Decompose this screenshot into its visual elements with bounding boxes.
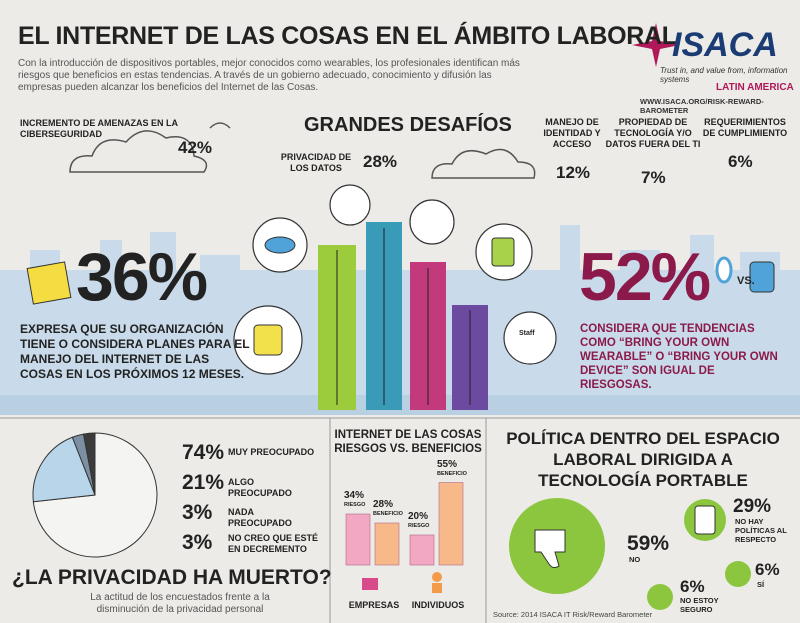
- bar-series-name: BENEFICIO: [373, 511, 403, 517]
- bar: [374, 522, 400, 566]
- byod-value: 52%: [579, 239, 711, 315]
- policy-label: NO: [629, 555, 641, 564]
- bar-series-name: BENEFICIO: [437, 470, 467, 477]
- phone-icon: [749, 261, 775, 293]
- privacy-title: ¿LA PRIVACIDAD HA MUERTO?: [12, 566, 332, 589]
- pie-category: NADA PREOCUPADO: [228, 507, 292, 528]
- challenge-label: REQUERIMIENTOS DE CUMPLIMIENTO: [702, 117, 788, 138]
- logo-star: [632, 23, 680, 67]
- pie-category: MUY PREOCUPADO: [228, 447, 315, 457]
- challenge-label: INCREMENTO DE AMENAZAS EN LA CIBERSEGURI…: [20, 118, 178, 139]
- source: Source: 2014 ISACA IT Risk/Reward Barome…: [493, 610, 653, 619]
- pie-value: 74%: [182, 441, 225, 464]
- person-icon: [432, 583, 442, 593]
- bar-value: 55%: [437, 458, 458, 470]
- policy-label: NO HAY POLÍTICAS AL RESPECTO: [735, 517, 787, 544]
- bar: [345, 513, 371, 566]
- clouds: [69, 122, 536, 179]
- policy-value: 59%: [627, 532, 670, 555]
- bar-title: INTERNET DE LAS COSAS RIESGOS VS. BENEFI…: [334, 429, 482, 455]
- policy-title: POLÍTICA DENTRO DEL ESPACIO LABORAL DIRI…: [506, 429, 780, 490]
- watch-x-icon: [694, 505, 716, 535]
- pie-value: 3%: [182, 501, 213, 524]
- note-icon: [26, 261, 72, 305]
- watch-icon: [253, 324, 283, 356]
- logo: ISACA: [672, 26, 778, 64]
- policy-label: NO ESTOY SEGURO: [680, 596, 719, 614]
- plans-text: EXPRESA QUE SU ORGANIZACIÓN TIENE O CONS…: [20, 322, 250, 381]
- policy-label: SÍ: [757, 580, 765, 589]
- tablet-icon: [491, 237, 515, 267]
- pie-value: 21%: [182, 471, 225, 494]
- badge: Staff: [519, 330, 535, 337]
- bar-series-name: RIESGO: [344, 502, 366, 508]
- challenge-value: 28%: [363, 152, 398, 171]
- challenge-label: PROPIEDAD DE TECNOLOGÍA Y/O DATOS FUERA …: [605, 117, 701, 149]
- plans-value: 36%: [76, 239, 208, 315]
- bar: [438, 482, 464, 566]
- policy-circle: [647, 584, 673, 610]
- person-icon: [432, 572, 442, 582]
- pie-category: NO CREO QUE ESTÉ EN DECREMENTO: [228, 533, 319, 554]
- bar-category: EMPRESAS: [348, 600, 400, 610]
- bar-value: 34%: [344, 490, 365, 501]
- challenge-label: PRIVACIDAD DE LOS DATOS: [280, 152, 352, 173]
- bar: [409, 534, 435, 566]
- region: LATIN AMERICA: [716, 82, 794, 93]
- pie-value: 3%: [182, 531, 213, 554]
- briefcase-icon: [362, 578, 378, 590]
- policy-circle: [725, 561, 751, 587]
- challenge-value: 6%: [728, 152, 753, 171]
- policy-value: 29%: [733, 496, 772, 517]
- bar-value: 20%: [408, 511, 429, 522]
- intro: Con la introducción de dispositivos port…: [18, 58, 520, 93]
- bar-series-name: RIESGO: [408, 523, 430, 529]
- vs: VS.: [737, 275, 755, 287]
- policy-value: 6%: [680, 577, 705, 596]
- bar-value: 28%: [373, 499, 394, 510]
- thumb-down: [534, 529, 566, 569]
- challenge-label: MANEJO DE IDENTIDAD Y ACCESO: [543, 117, 601, 149]
- title: EL INTERNET DE LAS COSAS EN EL ÁMBITO LA…: [18, 22, 677, 50]
- url: WWW.ISACA.ORG/RISK-REWARD-BAROMETER: [640, 97, 764, 115]
- buildings: [318, 222, 488, 410]
- pie-category: ALGO PREOCUPADO: [228, 477, 292, 498]
- pie-slice: [82, 432, 96, 496]
- pie-slice: [32, 436, 96, 503]
- tagline: Trust in, and value from, information sy…: [660, 66, 788, 84]
- byod-text: CONSIDERA QUE TENDENCIAS COMO “BRING YOU…: [580, 323, 778, 391]
- band-icon: [715, 256, 733, 284]
- bar-category: INDIVIDUOS: [411, 600, 465, 610]
- challenge-value: 7%: [641, 168, 666, 187]
- challenge-value: 12%: [556, 163, 591, 182]
- privacy-caption: La actitud de los encuestados frente a l…: [90, 592, 270, 615]
- band-icon: [264, 236, 296, 254]
- policy-value: 6%: [755, 560, 780, 579]
- challenge-value: 42%: [178, 138, 213, 157]
- challenges-title: GRANDES DESAFÍOS: [304, 114, 512, 136]
